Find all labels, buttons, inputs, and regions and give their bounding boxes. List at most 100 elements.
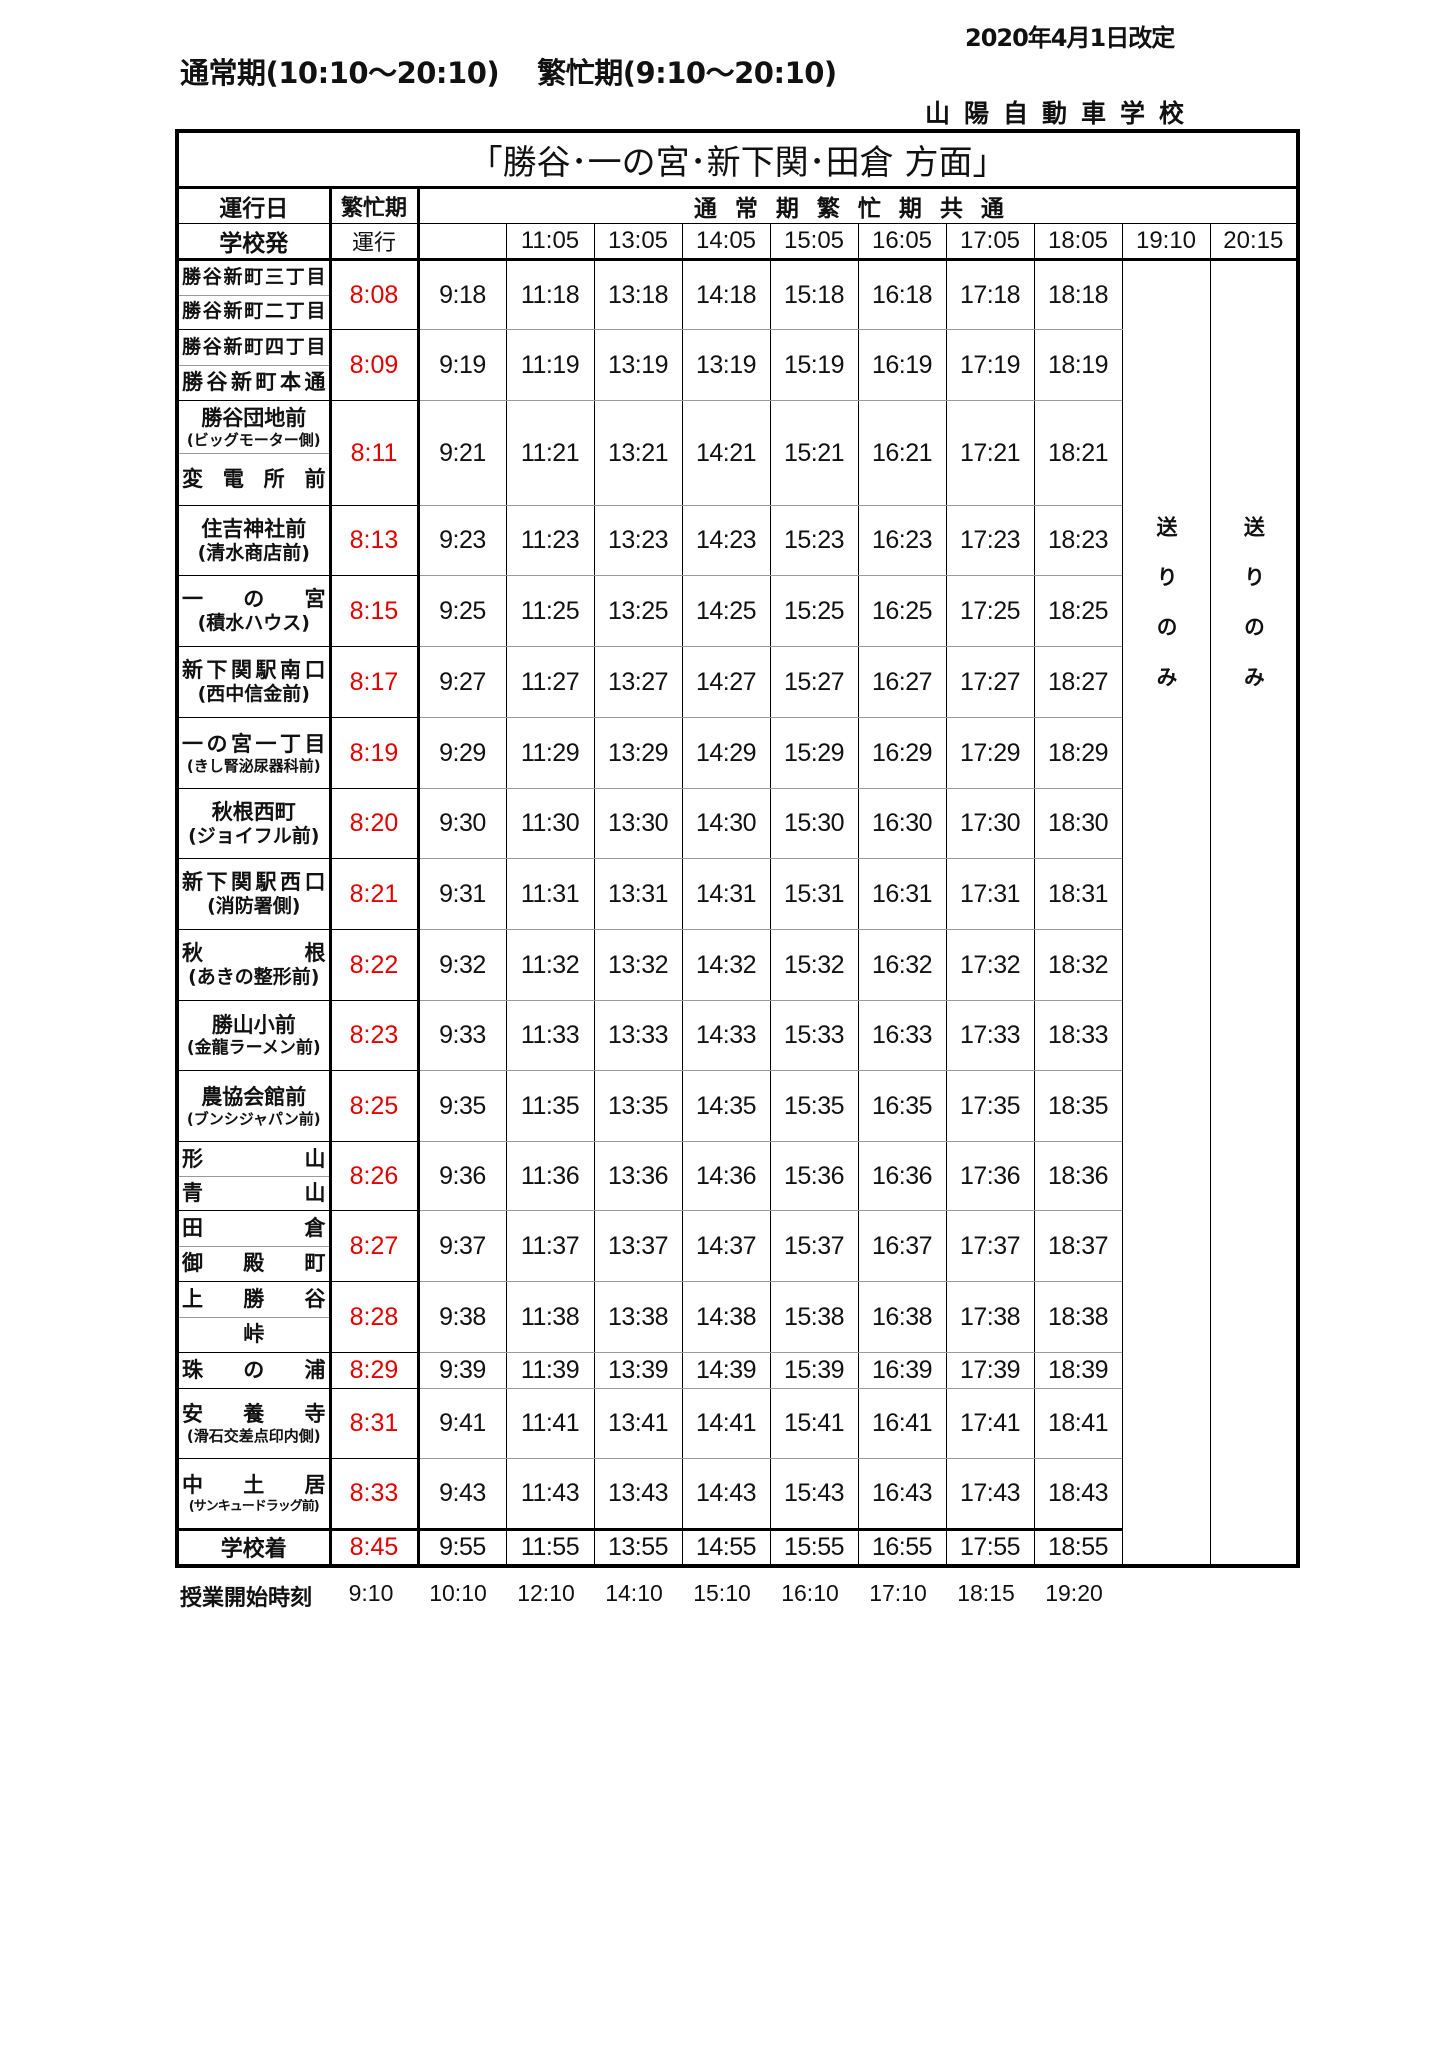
dropoff-only-note: 送りのみ bbox=[1241, 516, 1266, 716]
departure-time: 17:32 bbox=[945, 929, 1035, 1001]
departure-time: 18:32 bbox=[1033, 929, 1123, 1001]
stop-name: (消防署側) bbox=[207, 895, 301, 918]
stop-name: 上勝谷 bbox=[182, 1287, 326, 1312]
departure-time: 13:18 bbox=[593, 259, 683, 330]
departure-time: 15:33 bbox=[769, 1000, 859, 1071]
departure-time: 9:38 bbox=[417, 1281, 507, 1353]
departure-time: 13:36 bbox=[593, 1141, 683, 1211]
departure-time: 16:23 bbox=[857, 505, 947, 576]
stop-name-cell: 農協会館前 (ブンシジャパン前) bbox=[176, 1070, 332, 1142]
departure-time: 9:35 bbox=[417, 1070, 507, 1142]
busy-period-time: 8:15 bbox=[329, 575, 420, 647]
departure-time-header: 11:05 bbox=[505, 223, 595, 261]
departure-time: 17:41 bbox=[945, 1388, 1035, 1459]
departure-time: 14:31 bbox=[681, 858, 771, 930]
departure-time: 11:36 bbox=[505, 1141, 595, 1211]
departure-time: 16:39 bbox=[857, 1352, 947, 1389]
busy-period-time: 8:26 bbox=[329, 1141, 420, 1211]
departure-time: 15:23 bbox=[769, 505, 859, 576]
busy-period-time: 8:11 bbox=[329, 400, 420, 506]
class-start-time: 17:10 bbox=[869, 1580, 927, 1606]
departure-time: 15:35 bbox=[769, 1070, 859, 1142]
departure-time: 15:41 bbox=[769, 1388, 859, 1459]
departure-time: 17:29 bbox=[945, 717, 1035, 789]
stop-name-cell: 新下関駅南口 (西中信金前) bbox=[176, 646, 332, 718]
departure-time: 11:39 bbox=[505, 1352, 595, 1389]
busy-period-time: 8:21 bbox=[329, 858, 420, 930]
departure-time: 18:36 bbox=[1033, 1141, 1123, 1211]
arrival-row: 学校着 8:45 9:55 11:55 13:55 14:55 15:55 16:55 17:5… bbox=[176, 1528, 1298, 1566]
departure-time: 11:43 bbox=[505, 1458, 595, 1530]
departure-time: 18:41 bbox=[1033, 1388, 1123, 1459]
departure-time: 17:25 bbox=[945, 575, 1035, 647]
departure-time: 18:21 bbox=[1033, 400, 1123, 506]
stop-name: 田倉 bbox=[182, 1216, 326, 1241]
stop-name: 勝谷新町三丁目 bbox=[182, 265, 326, 288]
departure-time: 15:43 bbox=[769, 1458, 859, 1530]
stop-name: (あきの整形前) bbox=[188, 966, 320, 989]
operating-day-header: 運行日 bbox=[176, 187, 332, 224]
departure-time-header bbox=[417, 223, 507, 261]
departure-time: 11:37 bbox=[505, 1210, 595, 1282]
stop-name: (西中信金前) bbox=[197, 683, 310, 706]
departure-time: 14:32 bbox=[681, 929, 771, 1001]
class-start-time: 10:10 bbox=[429, 1580, 487, 1606]
departure-time: 15:39 bbox=[769, 1352, 859, 1389]
arrival-time: 14:55 bbox=[681, 1528, 771, 1566]
departure-time: 14:23 bbox=[681, 505, 771, 576]
departure-time: 16:35 bbox=[857, 1070, 947, 1142]
departure-time: 17:33 bbox=[945, 1000, 1035, 1071]
stop-name-cell: 上勝谷峠 bbox=[176, 1281, 332, 1353]
departure-time: 14:35 bbox=[681, 1070, 771, 1142]
busy-period-time: 8:17 bbox=[329, 646, 420, 718]
route-title: 「勝谷･一の宮･新下関･田倉 方面」 bbox=[176, 130, 1299, 189]
class-start-time: 19:20 bbox=[1045, 1580, 1103, 1606]
departure-time: 11:23 bbox=[505, 505, 595, 576]
departure-time: 11:18 bbox=[505, 259, 595, 330]
departure-time: 9:29 bbox=[417, 717, 507, 789]
stop-row: 新下関駅西口 (消防署側) 8:21 9:31 11:31 13:31 14:31 15:31… bbox=[176, 858, 1298, 930]
departure-time: 14:43 bbox=[681, 1458, 771, 1530]
departure-time: 17:19 bbox=[945, 329, 1035, 401]
busy-period-time: 8:20 bbox=[329, 788, 420, 859]
stop-name-cell: 勝谷新町四丁目 勝谷新町本通 bbox=[176, 329, 332, 401]
departure-time: 13:33 bbox=[593, 1000, 683, 1071]
departure-time: 14:30 bbox=[681, 788, 771, 859]
departure-time: 17:43 bbox=[945, 1458, 1035, 1530]
departure-time: 9:37 bbox=[417, 1210, 507, 1282]
stop-row: 中土居 (サンキュードラッグ前) 8:33 9:43 11:43 13:43 14:43 15… bbox=[176, 1458, 1298, 1530]
dropoff-only-cell: 送りのみ bbox=[1209, 259, 1299, 1566]
departure-time: 17:39 bbox=[945, 1352, 1035, 1389]
stop-name: 一の宮一丁目 bbox=[182, 731, 326, 756]
departure-time: 18:25 bbox=[1033, 575, 1123, 647]
stop-name-cell: 形山 青山 bbox=[176, 1141, 332, 1211]
departure-time: 17:35 bbox=[945, 1070, 1035, 1142]
departure-time: 11:30 bbox=[505, 788, 595, 859]
departure-time: 9:36 bbox=[417, 1141, 507, 1211]
departure-time: 14:33 bbox=[681, 1000, 771, 1071]
stop-name: 新下関駅西口 bbox=[182, 870, 326, 894]
departure-time: 14:38 bbox=[681, 1281, 771, 1353]
stop-row: 上勝谷峠 8:28 9:38 11:38 13:38 14:38 15:38 16:38 17:… bbox=[176, 1281, 1298, 1353]
busy-period-time: 8:29 bbox=[329, 1352, 420, 1389]
departure-time: 16:31 bbox=[857, 858, 947, 930]
departure-time-header: 17:05 bbox=[945, 223, 1035, 261]
departure-time: 14:27 bbox=[681, 646, 771, 718]
stop-name: 農協会館前 bbox=[201, 1084, 307, 1109]
stop-name-cell: 田倉 御殿町 bbox=[176, 1210, 332, 1282]
departure-time: 9:31 bbox=[417, 858, 507, 930]
departure-time: 17:23 bbox=[945, 505, 1035, 576]
departure-time: 11:21 bbox=[505, 400, 595, 506]
stop-name: 勝谷新町四丁目 bbox=[182, 335, 326, 358]
departure-time: 15:37 bbox=[769, 1210, 859, 1282]
departure-time: 15:32 bbox=[769, 929, 859, 1001]
stop-name: (清水商店前) bbox=[197, 541, 310, 564]
class-start-time: 18:15 bbox=[957, 1580, 1015, 1606]
departure-time: 9:27 bbox=[417, 646, 507, 718]
departure-time: 18:27 bbox=[1033, 646, 1123, 718]
revision-date: 2020年4月1日改定 bbox=[965, 24, 1175, 52]
departure-time: 11:41 bbox=[505, 1388, 595, 1459]
departure-time: 16:43 bbox=[857, 1458, 947, 1530]
busy-period-time: 8:25 bbox=[329, 1070, 420, 1142]
departure-time-header: 20:15 bbox=[1209, 223, 1299, 261]
